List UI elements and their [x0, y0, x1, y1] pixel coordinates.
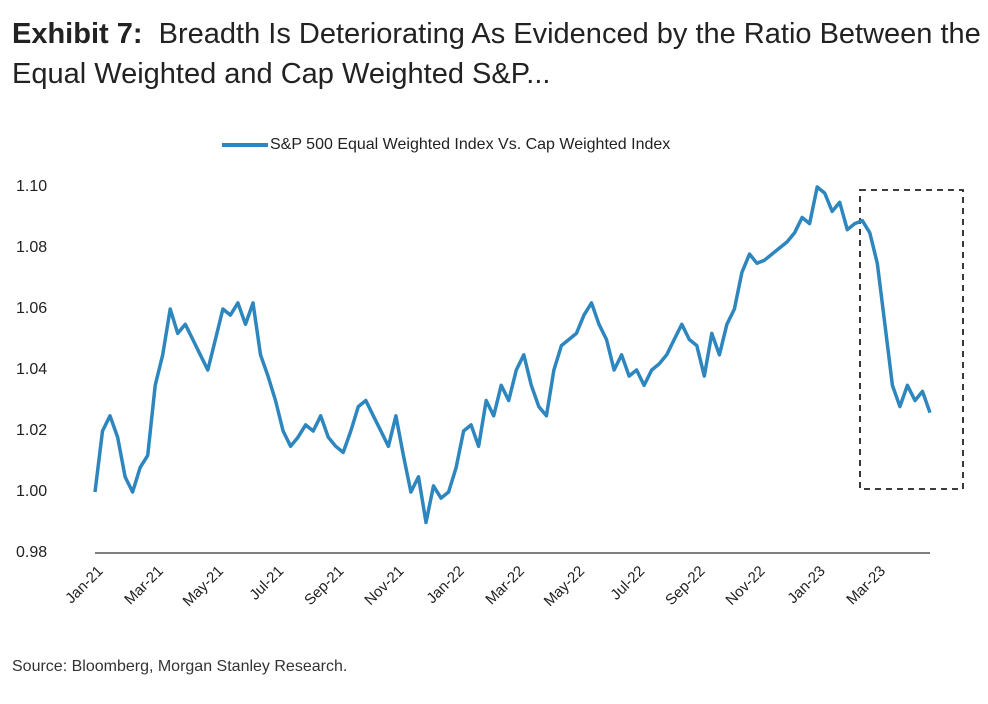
title-block: Exhibit 7: Breadth Is Deteriorating As E… — [12, 14, 982, 94]
x-tick-label: Mar-21 — [121, 563, 167, 609]
x-tick-label: Jul-22 — [607, 563, 648, 604]
x-tick-label: May-22 — [541, 563, 588, 610]
y-tick-label: 1.06 — [16, 300, 47, 317]
highlight-box — [859, 189, 964, 490]
x-tick-label: Mar-23 — [843, 563, 889, 609]
x-tick-label: Jan-22 — [423, 563, 467, 607]
x-tick-label: Sep-21 — [301, 563, 347, 609]
legend-label: S&P 500 Equal Weighted Index Vs. Cap Wei… — [270, 136, 670, 153]
y-tick-label: 1.08 — [16, 239, 47, 256]
y-tick-label: 1.02 — [16, 422, 47, 439]
x-tick-label: Jan-23 — [784, 563, 828, 607]
chart: 0.98 1.00 1.02 1.04 1.06 1.08 1.10 Jan-21 Mar-21… — [16, 136, 964, 610]
y-tick-label: 1.04 — [16, 361, 47, 378]
y-tick-label: 1.10 — [16, 178, 47, 195]
x-tick-label: Nov-22 — [722, 563, 768, 609]
x-tick-label: Mar-22 — [482, 563, 528, 609]
series-line — [93, 185, 932, 525]
source: Source: Bloomberg, Morgan Stanley Resear… — [12, 658, 348, 675]
x-tick-label: Jan-21 — [62, 563, 106, 607]
x-tick-label: May-21 — [180, 563, 227, 610]
y-tick-label: 1.00 — [16, 483, 47, 500]
x-tick-label: Nov-21 — [361, 563, 407, 609]
title-label: Exhibit 7: — [12, 18, 143, 50]
chart-title: Breadth Is Deteriorating As Evidenced by… — [12, 18, 981, 90]
y-tick-label: 0.98 — [16, 544, 47, 561]
x-tick-label: Jul-21 — [246, 563, 287, 604]
x-tick-label: Sep-22 — [662, 563, 708, 609]
